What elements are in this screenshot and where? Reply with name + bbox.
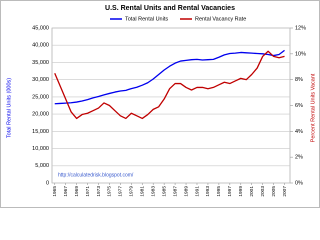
x-tick-label: 1993 bbox=[205, 186, 211, 197]
y-tick-label: 25,000 bbox=[32, 94, 49, 100]
chart: U.S. Rental Units and Rental Vacancies T… bbox=[0, 0, 320, 208]
x-tick-label: 1971 bbox=[85, 186, 91, 197]
x-tick-label: 1989 bbox=[183, 186, 189, 197]
x-tick-label: 1983 bbox=[150, 186, 156, 197]
x-tick-label: 1995 bbox=[216, 186, 222, 197]
x-tick-label: 1969 bbox=[74, 186, 80, 197]
x-tick-label: 1985 bbox=[161, 186, 167, 197]
x-tick-label: 2007 bbox=[282, 186, 288, 197]
series-line bbox=[54, 50, 285, 120]
x-tick-label: 1967 bbox=[63, 186, 69, 197]
y-tick-label: 0 bbox=[46, 180, 49, 186]
y2-tick-label: 8% bbox=[295, 77, 303, 83]
chart-title: U.S. Rental Units and Rental Vacancies bbox=[105, 5, 235, 12]
x-tick-label: 1973 bbox=[96, 186, 102, 197]
x-tick-label: 2003 bbox=[260, 186, 266, 197]
x-tick-label: 2005 bbox=[271, 186, 277, 197]
x-tick-label: 1975 bbox=[107, 186, 113, 197]
x-tick-label: 1977 bbox=[118, 186, 124, 197]
y-tick-label: 5,000 bbox=[35, 163, 49, 169]
y2-tick-label: 10% bbox=[295, 51, 306, 57]
y2-tick-label: 0% bbox=[295, 180, 303, 186]
x-tick-label: 1987 bbox=[172, 186, 178, 197]
legend-label: Rental Vacancy Rate bbox=[195, 16, 246, 22]
y-axis-label: Total Rental Units (000s) bbox=[6, 78, 12, 138]
y-tick-label: 40,000 bbox=[32, 43, 49, 49]
x-tick-label: 1997 bbox=[227, 186, 233, 197]
x-tick-label: 1965 bbox=[52, 186, 58, 197]
y2-tick-label: 4% bbox=[295, 129, 303, 135]
y-tick-label: 45,000 bbox=[32, 25, 49, 31]
y2-tick-label: 2% bbox=[295, 155, 303, 161]
y-tick-label: 10,000 bbox=[32, 146, 49, 152]
x-tick-label: 1979 bbox=[129, 186, 135, 197]
legend-label: Total Rental Units bbox=[125, 16, 168, 22]
y-tick-label: 35,000 bbox=[32, 60, 49, 66]
y-tick-label: 30,000 bbox=[32, 77, 49, 83]
x-tick-label: 1991 bbox=[194, 186, 200, 197]
series-line bbox=[54, 49, 285, 105]
y-tick-label: 15,000 bbox=[32, 129, 49, 135]
x-tick-label: 1981 bbox=[140, 186, 146, 197]
y-tick-label: 20,000 bbox=[32, 112, 49, 118]
y2-tick-label: 6% bbox=[295, 103, 303, 109]
watermark: http://calculatedrisk.blogspot.com/ bbox=[58, 172, 134, 178]
y2-tick-label: 12% bbox=[295, 25, 306, 31]
y2-axis-label: Percent Rental Units Vacant bbox=[310, 73, 316, 142]
x-tick-label: 1999 bbox=[238, 186, 244, 197]
x-tick-label: 2001 bbox=[249, 186, 255, 197]
plot-area bbox=[51, 27, 291, 184]
